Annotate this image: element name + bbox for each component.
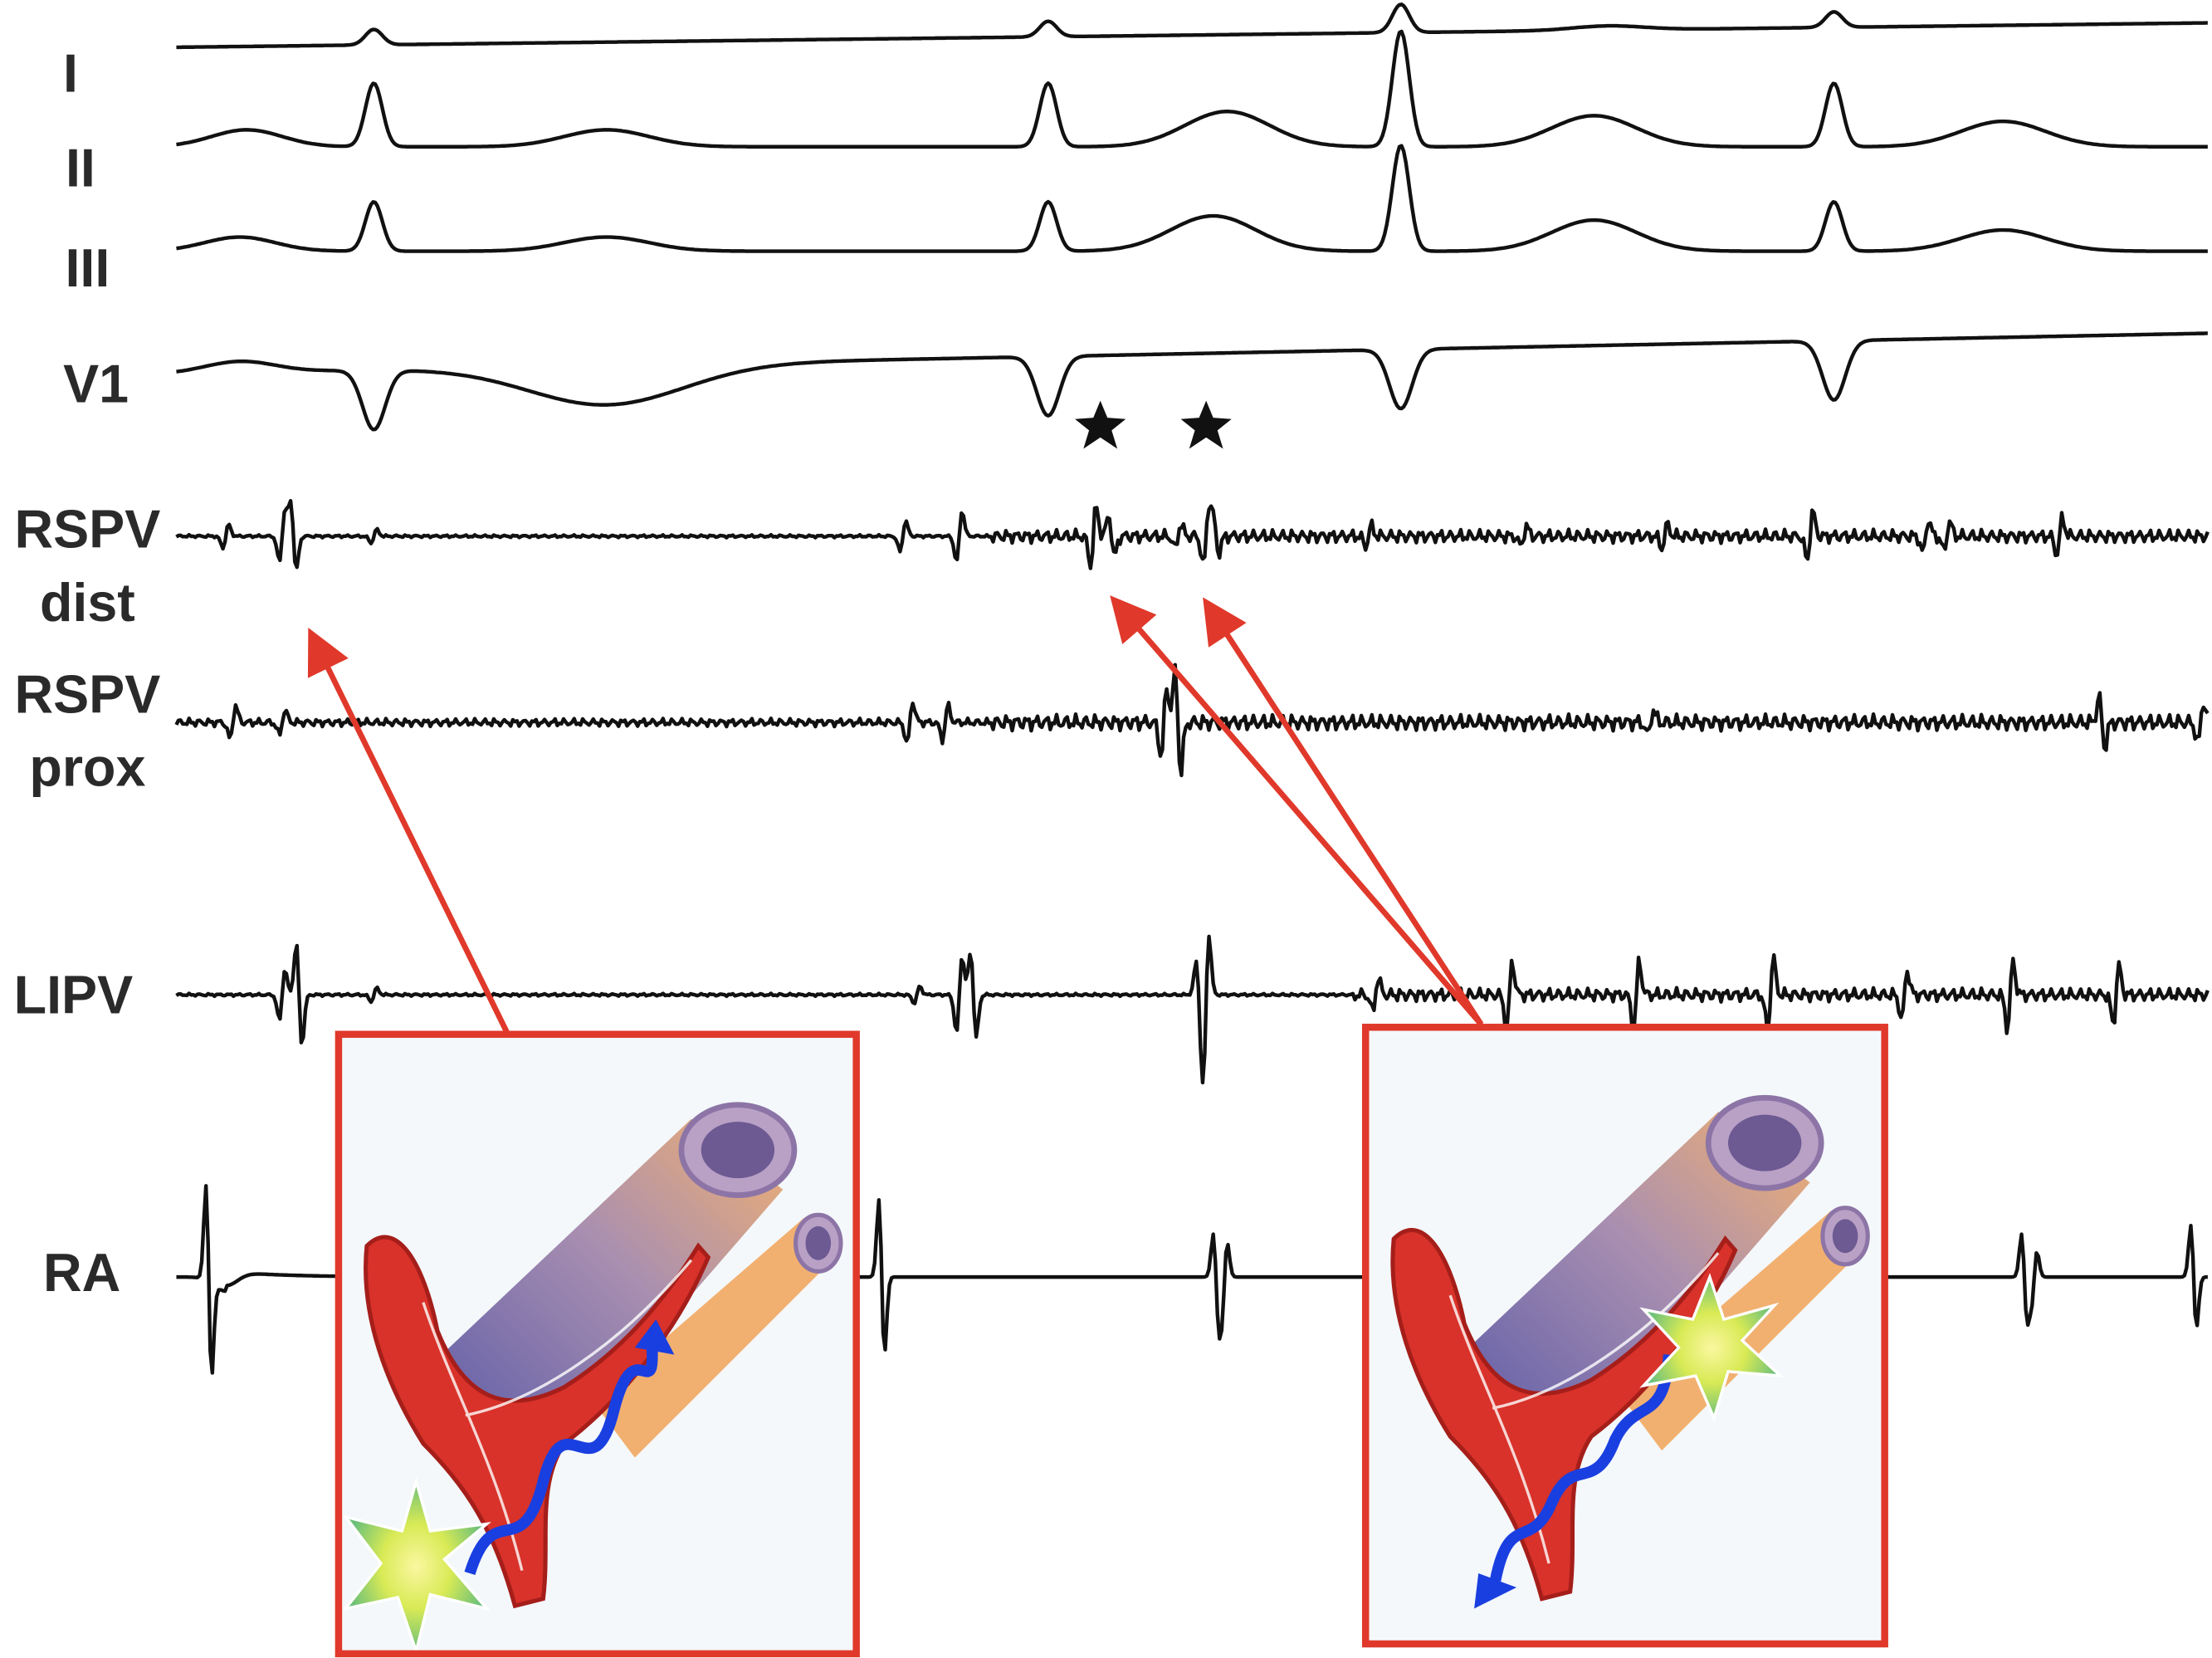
ectopic-burst: [1639, 1273, 1785, 1422]
lead-label: RSPV: [14, 500, 160, 560]
arrow-head: [634, 1319, 675, 1355]
star-marker: [1075, 400, 1126, 449]
lead-label: RSPV: [14, 664, 160, 724]
ecg-trace: [176, 2, 2208, 50]
lead-label: RA: [43, 1243, 120, 1303]
ecg-trace: [175, 498, 2210, 570]
star-marker: [1180, 400, 1232, 449]
ecg-trace: [176, 331, 2208, 432]
lead-label: II: [66, 138, 95, 198]
pointer-arrow: [1203, 597, 1484, 1026]
ecg-trace: [176, 29, 2208, 149]
pointer-arrow: [1110, 595, 1484, 1027]
ecg-trace: [176, 144, 2208, 253]
lead-label: V1: [63, 354, 129, 413]
inset-frame: [334, 1030, 860, 1658]
lead-label: prox: [29, 738, 145, 798]
ecg-trace: [175, 934, 2210, 1085]
conduction-arrow: [464, 1340, 658, 1576]
lead-label: dist: [40, 573, 135, 633]
lead-label: LIPV: [14, 965, 134, 1025]
pointer-arrow: [307, 628, 510, 1036]
lead-label: III: [65, 238, 110, 298]
arrow-head: [1474, 1573, 1517, 1609]
inset-left: [334, 1030, 860, 1658]
inset-right: [1361, 1024, 1888, 1648]
conduction-arrow: [1489, 1354, 1675, 1582]
ecg-trace: [174, 663, 2210, 778]
ecg-traces: [174, 2, 2210, 1375]
lead-label: I: [63, 44, 78, 104]
inset-frame: [1361, 1024, 1888, 1648]
